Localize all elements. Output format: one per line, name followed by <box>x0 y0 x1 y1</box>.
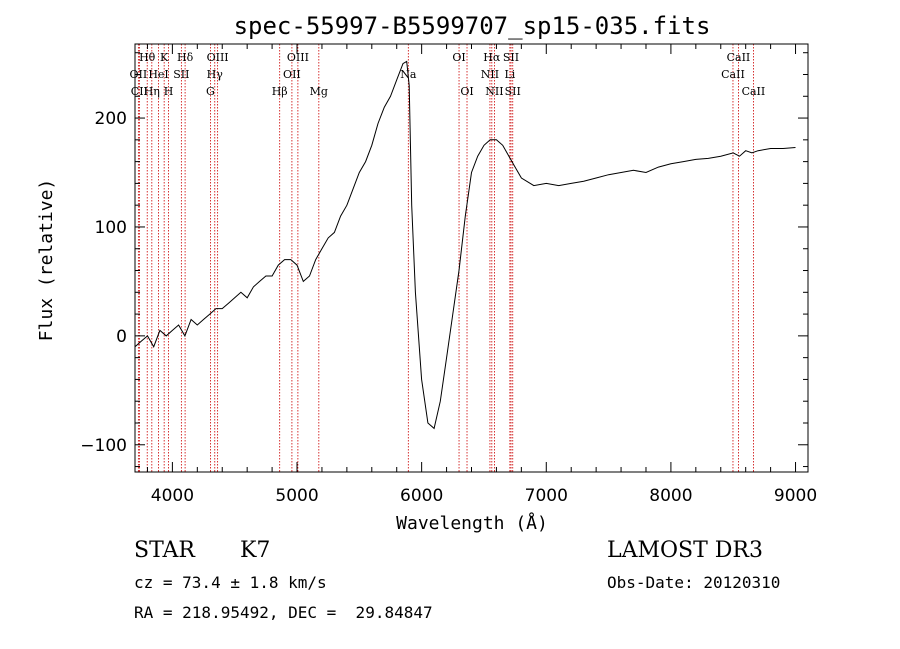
x-tick-label: 6000 <box>400 486 443 506</box>
y-tick-label: 0 <box>116 327 127 347</box>
spectral-line-label: Hη <box>144 85 160 98</box>
x-axis-ticks: 4000 5000 6000 7000 8000 9000 <box>146 44 817 506</box>
object-type: STAR <box>134 538 195 563</box>
velocity-readout: cz = 73.4 ± 1.8 km/s <box>134 573 327 592</box>
spectral-line-label: SII <box>503 51 519 64</box>
spectral-line-label: Li <box>504 68 515 81</box>
y-axis-label: Flux (relative) <box>36 179 57 342</box>
spectral-line-label: HeI <box>148 68 168 81</box>
spectral-line-label: Hα <box>483 51 501 64</box>
spectral-line-label: Hβ <box>272 85 288 98</box>
spectral-line-label: NII <box>485 85 503 98</box>
spectral-line-label: Mg <box>310 85 328 98</box>
plot-frame <box>134 43 809 473</box>
spectral-line-label: G <box>206 85 215 98</box>
spectral-line-label: SII <box>173 68 189 81</box>
spectral-line-label: CaII <box>727 51 751 64</box>
spectral-line-label: OII <box>283 68 301 81</box>
coordinates: RA = 218.95492, DEC = 29.84847 <box>134 603 433 622</box>
spectral-line-label: CaII <box>721 68 745 81</box>
spectral-line-label: CaII <box>742 85 766 98</box>
spectral-line-label: SII <box>505 85 521 98</box>
spectral-line-markers <box>137 44 754 472</box>
y-tick-label: −100 <box>80 436 127 456</box>
x-tick-label: 7000 <box>525 486 568 506</box>
spectral-subclass: K7 <box>240 538 271 563</box>
y-axis-ticks: −100 0 100 200 <box>80 52 808 468</box>
x-tick-label: 9000 <box>774 486 817 506</box>
chart-title: spec-55997-B5599707_sp15-035.fits <box>234 12 711 40</box>
spectral-line-label: OIII <box>287 51 309 64</box>
spectral-line-label: NII <box>481 68 499 81</box>
spectral-line-label: OIII <box>207 51 229 64</box>
x-tick-label: 8000 <box>649 486 692 506</box>
spectral-line-label: Hγ <box>207 68 224 81</box>
survey-name: LAMOST DR3 <box>607 538 763 563</box>
spectral-line-label: K <box>160 51 169 64</box>
observation-date: Obs-Date: 20120310 <box>607 573 781 592</box>
y-tick-label: 200 <box>95 109 127 129</box>
spectral-line-label: Hθ <box>139 51 156 64</box>
x-tick-label: 5000 <box>275 486 318 506</box>
spectral-line-label: OI <box>460 85 473 98</box>
spectral-line-label: OI <box>452 51 465 64</box>
spectral-line-label: Hδ <box>177 51 194 64</box>
spectrum-line <box>134 60 796 430</box>
x-axis-label: Wavelength (Å) <box>396 512 548 534</box>
x-tick-label: 4000 <box>151 486 194 506</box>
y-tick-label: 100 <box>95 218 127 238</box>
spectral-line-label: H <box>164 85 174 98</box>
